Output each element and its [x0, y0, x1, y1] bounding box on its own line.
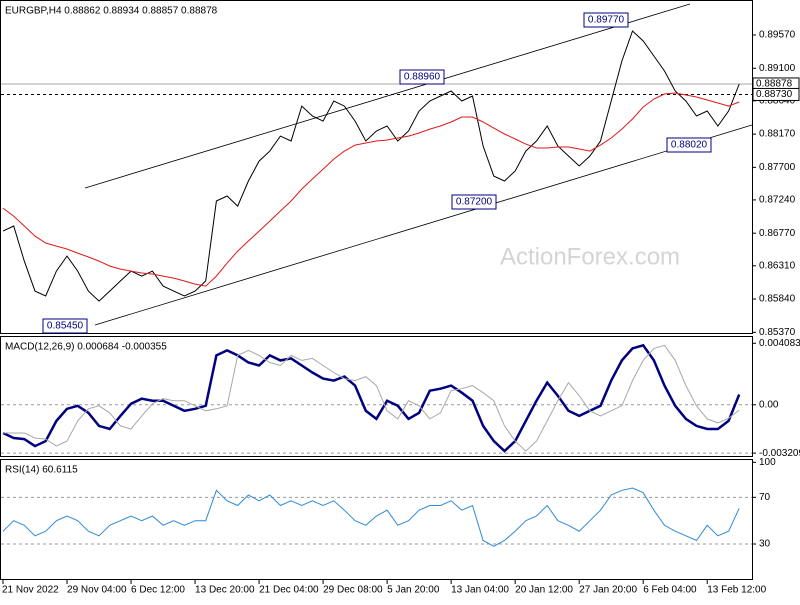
panel-title: MACD(12,26,9) 0.000684 -0.000355	[5, 342, 167, 353]
y-tick-label: 0.86770	[759, 228, 796, 239]
y-tick-label: 100	[759, 457, 776, 468]
price-label: 0.88878	[756, 79, 793, 90]
y-tick-label: 0.86310	[759, 260, 796, 271]
annotation-box	[583, 12, 629, 28]
annotation: 0.89770	[588, 15, 625, 26]
annotation-box	[42, 318, 88, 334]
annotation: 0.87200	[456, 197, 493, 208]
annotation-box	[399, 69, 445, 85]
y-tick-label: 0.85840	[759, 294, 796, 305]
y-tick-label: 0.87240	[759, 195, 796, 206]
series-line	[2, 343, 741, 453]
x-tick-label: 13 Dec 20:00	[195, 585, 255, 596]
annotation: 0.85450	[47, 321, 84, 332]
x-tick-label: 6 Feb 04:00	[643, 585, 697, 596]
x-tick-label: 6 Dec 12:00	[131, 585, 185, 596]
panel-title: EURGBP,H4 0.88862 0.88934 0.88857 0.8887…	[5, 6, 218, 17]
y-tick-label: 0.88640	[759, 95, 796, 106]
x-tick-label: 29 Nov 04:00	[67, 585, 127, 596]
x-tick-label: 20 Jan 12:00	[515, 585, 573, 596]
x-tick-label: 5 Jan 20:00	[387, 585, 440, 596]
channel-upper	[84, 3, 691, 189]
annotation-box	[451, 194, 497, 210]
x-tick-label: 21 Nov 2022	[2, 585, 59, 596]
channel-lower	[94, 124, 753, 326]
panel-title: RSI(14) 60.6115	[5, 465, 78, 476]
macd-panel	[0, 336, 753, 457]
price-panel	[0, 0, 753, 334]
y-tick-label: 0.004083	[759, 338, 800, 349]
y-tick-label: 0.00	[759, 399, 779, 410]
price-label-box	[752, 87, 800, 101]
x-tick-label: 29 Dec 08:00	[323, 585, 383, 596]
y-tick-label: 0.85370	[759, 327, 796, 338]
y-tick-label: 70	[759, 492, 771, 503]
series-line	[2, 92, 740, 287]
x-tick-label: 13 Feb 12:00	[707, 585, 766, 596]
annotation-box	[666, 137, 712, 153]
y-tick-label: 0.89570	[759, 30, 796, 41]
x-tick-label: 27 Jan 20:00	[579, 585, 637, 596]
x-tick-label: 21 Dec 04:00	[259, 585, 319, 596]
y-tick-label: 0.89100	[759, 63, 796, 74]
annotation: 0.88020	[671, 140, 708, 151]
y-tick-label: 30	[759, 539, 771, 550]
y-tick-label: 0.88170	[759, 129, 796, 140]
y-tick-label: -0.003209	[759, 448, 800, 459]
series-line	[2, 487, 740, 547]
watermark: ActionForex.com	[500, 243, 680, 270]
series-line	[3, 344, 740, 452]
annotation: 0.88960	[404, 72, 441, 83]
y-tick-label: 0.87700	[759, 162, 796, 173]
x-tick-label: 13 Jan 04:00	[451, 585, 509, 596]
series-line	[2, 30, 740, 302]
rsi-panel	[0, 459, 753, 580]
price-label: 0.88730	[756, 89, 793, 100]
